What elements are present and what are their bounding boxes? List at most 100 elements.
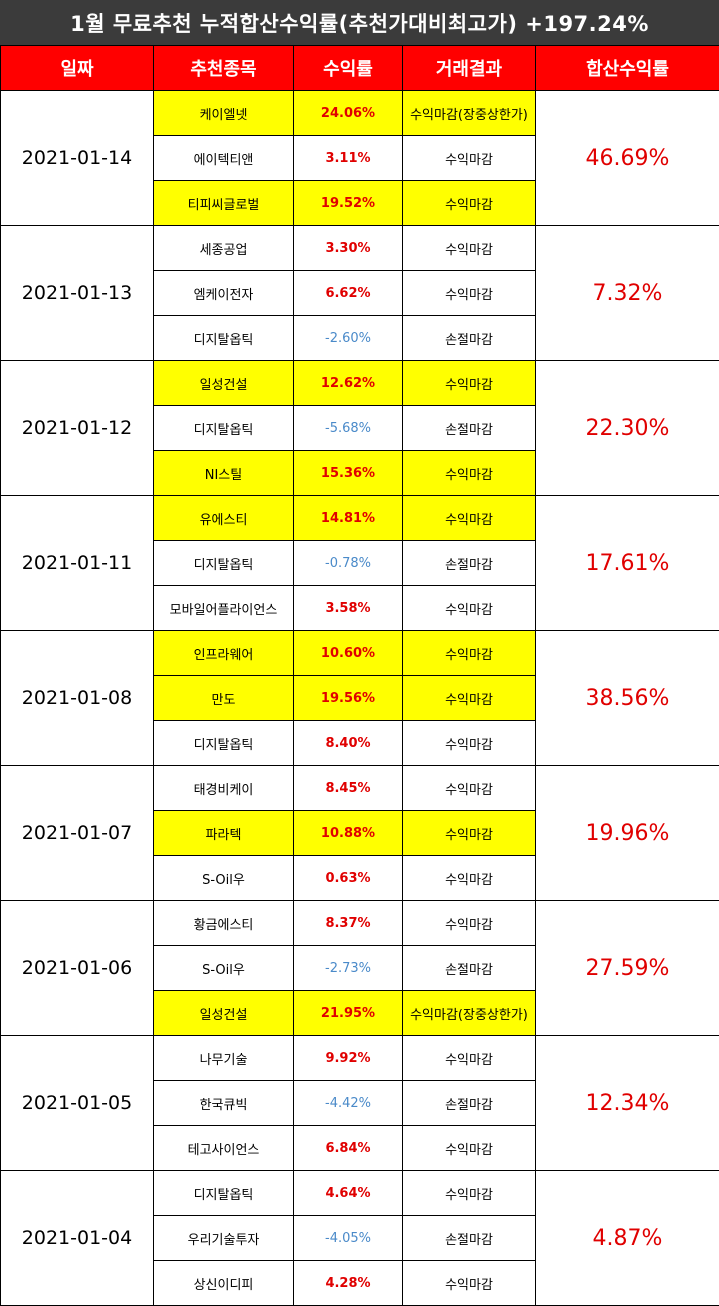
table-row: 2021-01-06 황금에스티 8.37% 수익마감 27.59% — [0, 900, 719, 1036]
result-cell: 수익마감 — [402, 810, 536, 856]
total-return-cell: 27.59% — [535, 900, 719, 1036]
stock-name-cell: 테고사이언스 — [153, 1125, 294, 1171]
return-cell: 4.28% — [293, 1260, 403, 1306]
column-header-date: 일짜 — [0, 45, 154, 91]
return-cell: -5.68% — [293, 405, 403, 451]
return-cell: 9.92% — [293, 1035, 403, 1081]
result-cell: 수익마감(장중상한가) — [402, 990, 536, 1036]
date-cell: 2021-01-14 — [0, 90, 154, 226]
stock-name-cell: 디지탈옵틱 — [153, 1170, 294, 1216]
date-cell: 2021-01-12 — [0, 360, 154, 496]
result-cell: 수익마감 — [402, 360, 536, 406]
return-cell: 8.40% — [293, 720, 403, 766]
date-cell: 2021-01-08 — [0, 630, 154, 766]
stock-name-cell: 우리기술투자 — [153, 1215, 294, 1261]
stock-name-cell: NI스틸 — [153, 450, 294, 496]
table-row: S-Oil우 -2.73% 손절마감 — [1, 945, 719, 991]
table-row: 디지탈옵틱 -2.60% 손절마감 — [1, 315, 719, 361]
return-cell: 8.45% — [293, 765, 403, 811]
return-cell: -2.73% — [293, 945, 403, 991]
result-cell: 수익마감 — [402, 765, 536, 811]
total-return-cell: 46.69% — [535, 90, 719, 226]
return-cell: -0.78% — [293, 540, 403, 586]
table-row: NI스틸 15.36% 수익마감 — [1, 450, 719, 496]
return-cell: -2.60% — [293, 315, 403, 361]
stock-name-cell: 티피씨글로벌 — [153, 180, 294, 226]
return-cell: 14.81% — [293, 495, 403, 541]
return-cell: 19.56% — [293, 675, 403, 721]
date-cell: 2021-01-05 — [0, 1035, 154, 1171]
result-cell: 수익마감 — [402, 180, 536, 226]
stock-name-cell: 디지탈옵틱 — [153, 405, 294, 451]
return-cell: -4.42% — [293, 1080, 403, 1126]
table-row: 만도 19.56% 수익마감 — [1, 675, 719, 721]
result-cell: 수익마감 — [402, 270, 536, 316]
result-cell: 손절마감 — [402, 405, 536, 451]
table-row: S-Oil우 0.63% 수익마감 — [1, 855, 719, 901]
stock-name-cell: 엠케이전자 — [153, 270, 294, 316]
table-row: 2021-01-12 일성건설 12.62% 수익마감 22.30% — [0, 360, 719, 496]
result-cell: 수익마감 — [402, 720, 536, 766]
return-cell: 10.88% — [293, 810, 403, 856]
table-row: 2021-01-14 케이엘넷 24.06% 수익마감(장중상한가) 46.69% — [0, 90, 719, 226]
table-row: 모바일어플라이언스 3.58% 수익마감 — [1, 585, 719, 631]
return-cell: 3.58% — [293, 585, 403, 631]
result-cell: 수익마감 — [402, 675, 536, 721]
return-cell: 3.11% — [293, 135, 403, 181]
table-row: 우리기술투자 -4.05% 손절마감 — [1, 1215, 719, 1261]
result-cell: 수익마감 — [402, 585, 536, 631]
table-row: 2021-01-05 나무기술 9.92% 수익마감 12.34% — [0, 1035, 719, 1171]
result-cell: 수익마감 — [402, 225, 536, 271]
return-cell: 3.30% — [293, 225, 403, 271]
stock-name-cell: 디지탈옵틱 — [153, 540, 294, 586]
total-return-cell: 4.87% — [535, 1170, 719, 1306]
table-row: 2021-01-11 유에스티 14.81% 수익마감 17.61% — [0, 495, 719, 631]
table-row: 티피씨글로벌 19.52% 수익마감 — [1, 180, 719, 226]
stock-name-cell: 일성건설 — [153, 990, 294, 1036]
return-cell: 24.06% — [293, 90, 403, 136]
date-cell: 2021-01-06 — [0, 900, 154, 1036]
column-header-return: 수익률 — [293, 45, 403, 91]
stock-name-cell: 파라텍 — [153, 810, 294, 856]
result-cell: 수익마감 — [402, 135, 536, 181]
total-return-cell: 12.34% — [535, 1035, 719, 1171]
column-header-total: 합산수익률 — [535, 45, 719, 91]
return-cell: 4.64% — [293, 1170, 403, 1216]
table-row: 상신이디피 4.28% 수익마감 — [1, 1260, 719, 1306]
result-cell: 수익마감 — [402, 630, 536, 676]
result-cell: 수익마감 — [402, 1125, 536, 1171]
stock-name-cell: 인프라웨어 — [153, 630, 294, 676]
return-cell: 12.62% — [293, 360, 403, 406]
stock-name-cell: 황금에스티 — [153, 900, 294, 946]
column-header-stock: 추천종목 — [153, 45, 294, 91]
return-cell: 15.36% — [293, 450, 403, 496]
table-body: 2021-01-14 케이엘넷 24.06% 수익마감(장중상한가) 46.69% 에이텍… — [0, 90, 719, 1306]
table-row: 2021-01-04 디지탈옵틱 4.64% 수익마감 4.87% — [0, 1170, 719, 1306]
result-cell: 수익마감 — [402, 450, 536, 496]
date-cell: 2021-01-04 — [0, 1170, 154, 1306]
date-cell: 2021-01-07 — [0, 765, 154, 901]
result-cell: 손절마감 — [402, 1080, 536, 1126]
total-return-cell: 17.61% — [535, 495, 719, 631]
stock-name-cell: 한국큐빅 — [153, 1080, 294, 1126]
table-header: 일짜 추천종목 수익률 거래결과 합산수익률 — [0, 45, 719, 91]
result-cell: 손절마감 — [402, 540, 536, 586]
stock-name-cell: 케이엘넷 — [153, 90, 294, 136]
stock-name-cell: 모바일어플라이언스 — [153, 585, 294, 631]
result-cell: 수익마감 — [402, 1170, 536, 1216]
table-row: 디지탈옵틱 8.40% 수익마감 — [1, 720, 719, 766]
total-return-cell: 7.32% — [535, 225, 719, 361]
result-cell: 수익마감 — [402, 855, 536, 901]
table-row: 파라텍 10.88% 수익마감 — [1, 810, 719, 856]
table-row: 에이텍티앤 3.11% 수익마감 — [1, 135, 719, 181]
table-row: 2021-01-13 세종공업 3.30% 수익마감 7.32% — [0, 225, 719, 361]
result-cell: 수익마감 — [402, 1035, 536, 1081]
returns-table: 일짜 추천종목 수익률 거래결과 합산수익률 2021-01-14 케이엘넷 24.… — [0, 45, 719, 1306]
stock-name-cell: S-Oil우 — [153, 945, 294, 991]
table-row: 2021-01-07 태경비케이 8.45% 수익마감 19.96% — [0, 765, 719, 901]
page-title: 1월 무료추천 누적합산수익률(추천가대비최고가) +197.24% — [0, 0, 719, 45]
return-cell: 21.95% — [293, 990, 403, 1036]
stock-name-cell: 일성건설 — [153, 360, 294, 406]
return-cell: 0.63% — [293, 855, 403, 901]
